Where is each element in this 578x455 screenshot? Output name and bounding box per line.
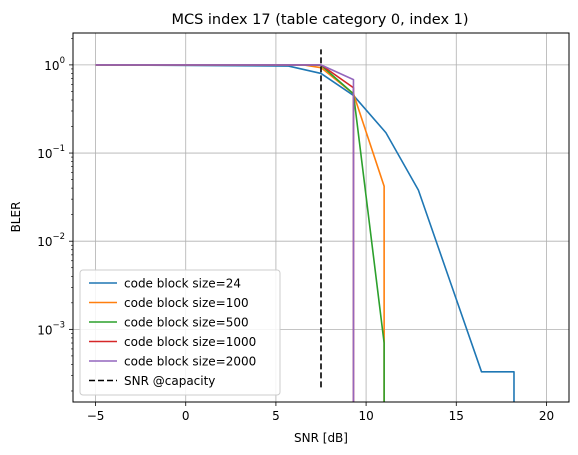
legend-label: code block size=500 <box>124 316 249 330</box>
y-tick-label: 100 <box>44 56 65 73</box>
x-tick-label: 0 <box>182 409 190 423</box>
legend: code block size=24 code block size=100 cod… <box>79 269 281 396</box>
y-tick-label: 10−3 <box>37 320 65 337</box>
x-tick-label: 15 <box>449 409 464 423</box>
series-line <box>95 64 515 402</box>
legend-label: code block size=2000 <box>124 355 256 369</box>
x-tick-label: 10 <box>358 409 373 423</box>
y-tick-exponent: 0 <box>60 56 65 66</box>
y-tick-base: 10 <box>37 147 52 161</box>
y-tick-label: 10−2 <box>37 232 65 249</box>
x-tick-label: 20 <box>539 409 554 423</box>
y-tick-base: 10 <box>37 323 52 337</box>
y-tick-label: 10−1 <box>37 144 65 161</box>
x-tick-label: −5 <box>87 409 105 423</box>
x-axis-label: SNR [dB] <box>294 431 348 445</box>
legend-label: SNR @capacity <box>124 374 215 388</box>
y-tick-exponent: −1 <box>52 144 65 154</box>
legend-box <box>79 269 281 396</box>
legend-label: code block size=24 <box>124 277 241 291</box>
y-tick-base: 10 <box>44 59 59 73</box>
y-tick-base: 10 <box>37 235 52 249</box>
plot-series <box>95 49 515 402</box>
y-tick-exponent: −3 <box>52 320 65 330</box>
legend-label: code block size=100 <box>124 296 249 310</box>
y-tick-exponent: −2 <box>52 232 65 242</box>
legend-label: code block size=1000 <box>124 335 256 349</box>
x-tick-label: 5 <box>272 409 280 423</box>
series-line <box>95 64 355 402</box>
chart-title: MCS index 17 (table category 0, index 1) <box>171 12 468 28</box>
plot-frame <box>72 32 570 403</box>
y-axis-label: BLER <box>9 202 23 233</box>
